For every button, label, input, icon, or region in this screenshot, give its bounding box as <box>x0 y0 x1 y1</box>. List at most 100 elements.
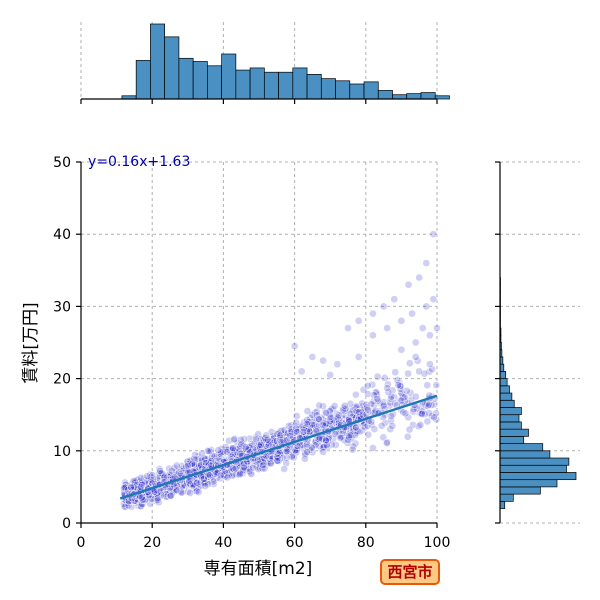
scatter-point <box>243 458 251 467</box>
scatter-point <box>303 448 312 456</box>
scatter-point <box>306 445 315 454</box>
scatter-point <box>194 488 203 496</box>
scatter-point <box>303 407 312 415</box>
scatter-point <box>379 402 388 410</box>
scatter-point <box>354 353 363 361</box>
scatter-point <box>383 438 392 447</box>
scatter-point <box>369 309 377 318</box>
scatter-point <box>390 295 399 304</box>
scatter-point <box>282 459 291 467</box>
right-hist-bar <box>499 428 529 437</box>
y-tick-label: 40 <box>53 227 71 243</box>
right-histogram <box>499 277 577 509</box>
scatter-point <box>293 428 301 436</box>
right-hist-bar <box>499 392 513 401</box>
top-hist-bar <box>320 78 336 100</box>
y-tick-label: 10 <box>53 444 71 460</box>
scatter-point <box>222 447 231 456</box>
scatter-point <box>369 444 377 452</box>
top-histogram <box>121 23 450 100</box>
scatter-point <box>416 420 425 429</box>
x-tick-label: 40 <box>214 535 232 551</box>
scatter-point <box>432 409 440 418</box>
scatter-point <box>369 331 377 340</box>
scatter-point <box>147 495 156 503</box>
scatter-point <box>241 443 250 452</box>
scatter-point <box>145 491 153 499</box>
scatter-point <box>394 381 403 389</box>
scatter-point <box>415 273 424 282</box>
scatter-point <box>231 464 240 473</box>
right-hist-bar <box>499 472 577 481</box>
scatter-point <box>426 360 434 369</box>
x-axis-label: 専有面積[m2] <box>204 559 313 579</box>
scatter-point <box>413 356 422 365</box>
top-hist-bar <box>434 95 450 100</box>
scatter-point <box>411 353 420 361</box>
scatter-point <box>418 324 427 332</box>
x-tick-label: 60 <box>286 535 304 551</box>
right-hist-bar <box>499 378 508 387</box>
scatter-point <box>396 382 405 391</box>
scatter-point <box>240 463 248 472</box>
scatter-point <box>319 447 327 456</box>
scatter-point <box>351 390 360 399</box>
scatter-point <box>166 492 175 500</box>
scatter-point <box>203 447 212 455</box>
scatter-point <box>432 381 441 389</box>
right-hist-bar <box>499 436 525 444</box>
scatter-point <box>255 459 264 468</box>
scatter-point <box>297 367 306 376</box>
scatter-point <box>263 435 272 444</box>
scatter-point <box>422 259 431 267</box>
top-hist-bar <box>192 61 208 100</box>
scatter-point <box>429 295 438 304</box>
city-badge: 西宮市 <box>380 559 440 585</box>
right-hist-bar <box>499 500 506 509</box>
scatter-point <box>382 439 391 447</box>
scatter-point <box>236 469 244 478</box>
scatter-point <box>412 392 420 401</box>
scatter-point <box>226 450 235 459</box>
scatter-point <box>206 447 215 456</box>
scatter-point <box>185 476 194 485</box>
scatter-point <box>198 449 206 458</box>
scatter-point <box>397 345 406 354</box>
scatter-point <box>230 435 238 444</box>
scatter-point <box>230 465 239 474</box>
y-tick-label: 20 <box>53 372 71 388</box>
scatter-point <box>363 381 372 390</box>
top-hist-bar <box>292 67 308 100</box>
scatter-point <box>292 418 301 427</box>
scatter-point <box>127 483 135 491</box>
right-hist-bar <box>499 457 570 466</box>
scatter-point <box>153 496 162 505</box>
scatter-point <box>236 449 245 458</box>
scatter-point <box>348 445 357 454</box>
scatter-point <box>319 356 327 365</box>
scatter-point <box>249 463 258 472</box>
scatter-point <box>209 480 218 488</box>
scatter-point <box>383 384 392 392</box>
top-hist-bar <box>406 93 422 100</box>
scatter-point <box>336 434 345 442</box>
y-tick-label: 30 <box>53 299 71 315</box>
scatter-point <box>293 442 302 450</box>
right-hist-bar <box>499 371 507 379</box>
scatter-point <box>429 230 438 239</box>
scatter-point <box>308 353 317 361</box>
top-hist-bar <box>135 60 151 100</box>
scatter-point <box>137 493 146 502</box>
scatter-point <box>228 444 237 453</box>
scatter-point <box>213 468 221 477</box>
scatter-point <box>314 415 323 423</box>
top-hist-bar <box>306 74 322 100</box>
scatter-point <box>313 411 321 420</box>
scatter-point <box>303 427 312 436</box>
scatter-point <box>383 324 392 332</box>
scatter-point <box>403 432 412 441</box>
scatter-point <box>303 419 311 428</box>
axes: 0 20 40 60 80 100 0 10 20 30 40 50 <box>53 98 501 551</box>
scatter-point <box>404 413 413 422</box>
scatter-point <box>397 316 406 325</box>
